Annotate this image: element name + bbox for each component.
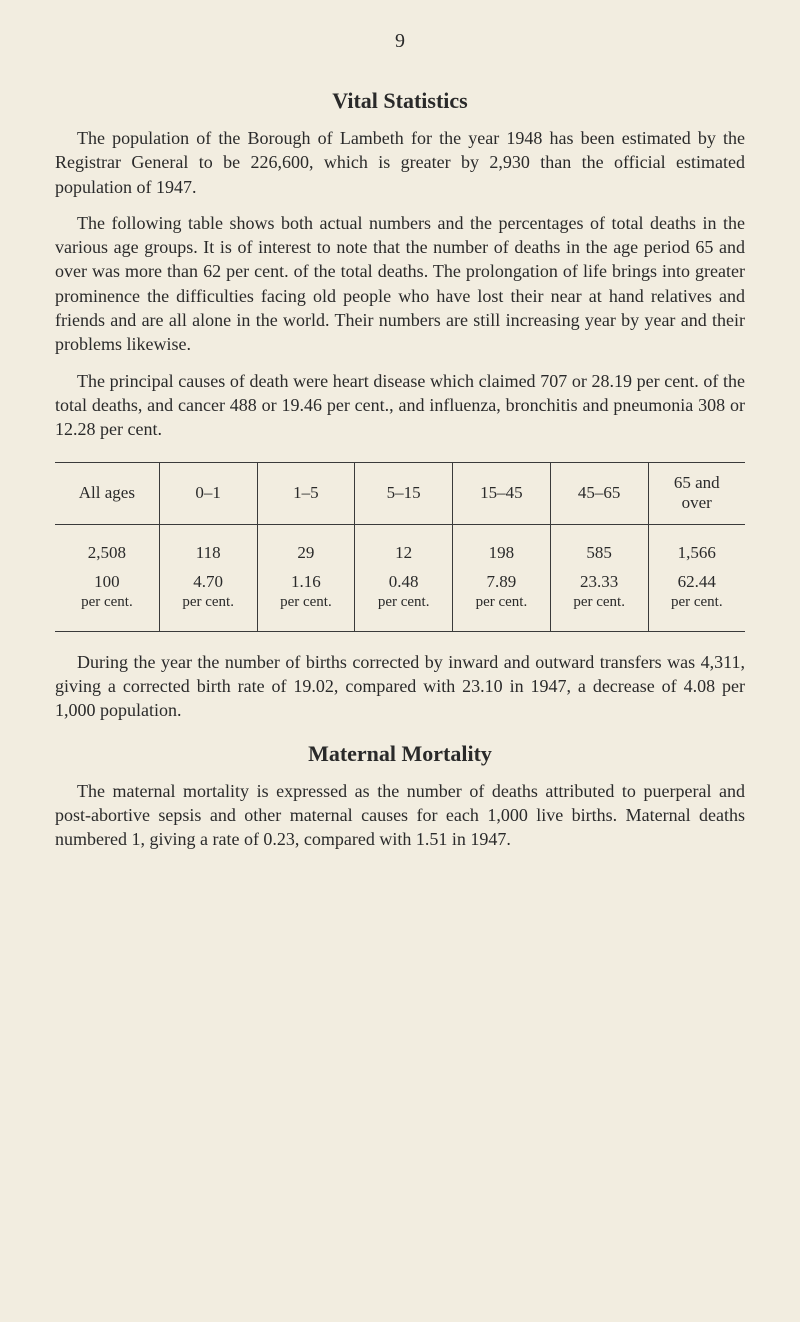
pct-value: 23.33 xyxy=(580,572,618,591)
cell-pct-45-65: 23.33 per cent. xyxy=(550,567,648,631)
page-number: 9 xyxy=(55,30,745,53)
header-5-15: 5–15 xyxy=(355,463,453,525)
pct-label: per cent. xyxy=(555,593,644,613)
paragraph-1: The population of the Borough of Lambeth… xyxy=(55,126,745,199)
header-65-line2: over xyxy=(682,493,712,512)
cell-1-5: 29 xyxy=(257,525,355,568)
pct-value: 62.44 xyxy=(678,572,716,591)
pct-label: per cent. xyxy=(164,593,253,613)
header-all-ages: All ages xyxy=(55,463,159,525)
cell-45-65: 585 xyxy=(550,525,648,568)
cell-0-1: 118 xyxy=(159,525,257,568)
section-title-vital-statistics: Vital Statistics xyxy=(55,88,745,114)
paragraph-3: The principal causes of death were heart… xyxy=(55,369,745,442)
table: All ages 0–1 1–5 5–15 15–45 45–65 65 and… xyxy=(55,463,745,631)
table-row-counts: 2,508 118 29 12 198 585 1,566 xyxy=(55,525,745,568)
paragraph-2: The following table shows both actual nu… xyxy=(55,211,745,357)
section-title-maternal-mortality: Maternal Mortality xyxy=(55,741,745,767)
pct-label: per cent. xyxy=(262,593,351,613)
pct-value: 0.48 xyxy=(389,572,419,591)
cell-15-45: 198 xyxy=(453,525,551,568)
cell-pct-65-over: 62.44 per cent. xyxy=(648,567,745,631)
cell-5-15: 12 xyxy=(355,525,453,568)
cell-pct-0-1: 4.70 per cent. xyxy=(159,567,257,631)
pct-label: per cent. xyxy=(359,593,448,613)
header-15-45: 15–45 xyxy=(453,463,551,525)
table-header-row: All ages 0–1 1–5 5–15 15–45 45–65 65 and… xyxy=(55,463,745,525)
header-1-5: 1–5 xyxy=(257,463,355,525)
pct-value: 100 xyxy=(94,572,120,591)
cell-total: 2,508 xyxy=(55,525,159,568)
cell-pct-5-15: 0.48 per cent. xyxy=(355,567,453,631)
table-row-percentages: 100 per cent. 4.70 per cent. 1.16 per ce… xyxy=(55,567,745,631)
header-0-1: 0–1 xyxy=(159,463,257,525)
header-65-line1: 65 and xyxy=(674,473,720,492)
pct-label: per cent. xyxy=(653,593,741,613)
cell-pct-total: 100 per cent. xyxy=(55,567,159,631)
pct-label: per cent. xyxy=(457,593,546,613)
cell-65-over: 1,566 xyxy=(648,525,745,568)
pct-value: 7.89 xyxy=(487,572,517,591)
paragraph-4: During the year the number of births cor… xyxy=(55,650,745,723)
cell-pct-1-5: 1.16 per cent. xyxy=(257,567,355,631)
cell-pct-15-45: 7.89 per cent. xyxy=(453,567,551,631)
deaths-by-age-table: All ages 0–1 1–5 5–15 15–45 45–65 65 and… xyxy=(55,462,745,632)
header-45-65: 45–65 xyxy=(550,463,648,525)
paragraph-5: The maternal mortality is expressed as t… xyxy=(55,779,745,852)
pct-value: 4.70 xyxy=(193,572,223,591)
pct-label: per cent. xyxy=(59,593,155,613)
header-65-and-over: 65 and over xyxy=(648,463,745,525)
pct-value: 1.16 xyxy=(291,572,321,591)
